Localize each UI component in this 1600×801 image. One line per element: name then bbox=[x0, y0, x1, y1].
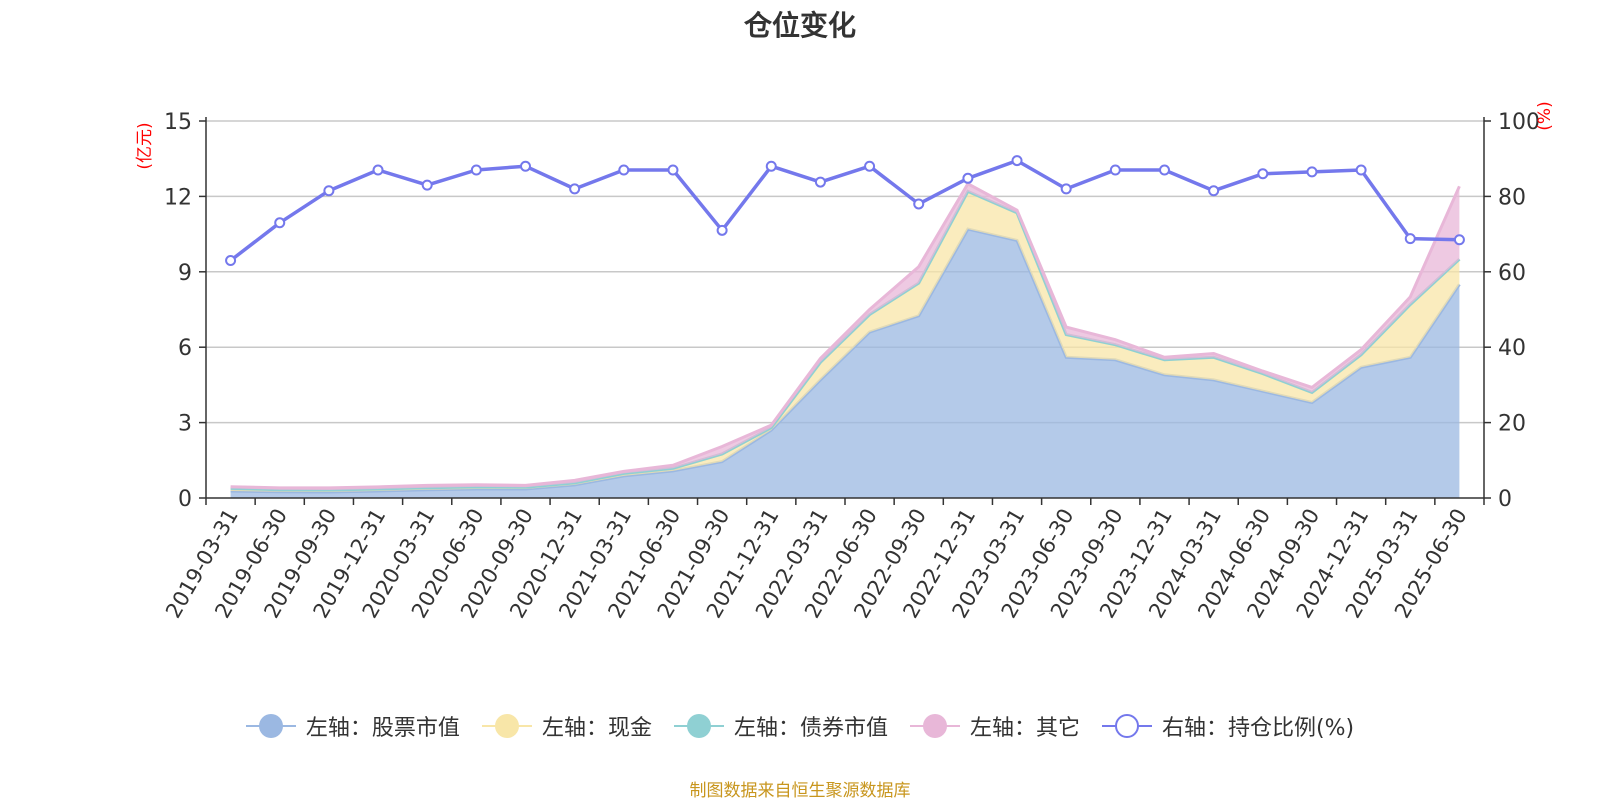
legend-item-other[interactable]: 左轴：其它 bbox=[909, 710, 1080, 742]
right-tick-label: 80 bbox=[1498, 185, 1526, 210]
chart-title: 仓位变化 bbox=[743, 9, 856, 42]
ratio-point[interactable] bbox=[962, 172, 974, 184]
ratio-point[interactable] bbox=[667, 164, 679, 176]
legend-swatch-icon bbox=[245, 713, 296, 739]
legend-swatch-icon bbox=[481, 713, 532, 739]
ratio-point[interactable] bbox=[1060, 183, 1072, 195]
ratio-point[interactable] bbox=[1011, 155, 1023, 167]
ratio-point[interactable] bbox=[1355, 164, 1367, 176]
ratio-point[interactable] bbox=[569, 183, 581, 195]
ratio-point[interactable] bbox=[1404, 233, 1416, 245]
ratio-point[interactable] bbox=[1109, 164, 1121, 176]
left-tick-label: 12 bbox=[164, 185, 192, 210]
ratio-point[interactable] bbox=[1257, 168, 1269, 180]
right-axis-unit-label: (%) bbox=[1535, 101, 1555, 130]
ratio-point[interactable] bbox=[274, 217, 286, 229]
legend-item-bond[interactable]: 左轴：债券市值 bbox=[673, 710, 888, 742]
ratio-point[interactable] bbox=[520, 160, 531, 172]
ratio-point[interactable] bbox=[716, 224, 728, 236]
area-top-line bbox=[230, 181, 1461, 490]
left-axis-unit-label: (亿元) bbox=[135, 122, 155, 169]
right-tick-label: 100 bbox=[1498, 110, 1540, 135]
legend-label: 左轴：股票市值 bbox=[305, 716, 460, 741]
area-fill bbox=[230, 229, 1460, 498]
left-tick-label: 0 bbox=[178, 487, 192, 512]
ratio-point[interactable] bbox=[864, 160, 876, 172]
area-fill bbox=[230, 191, 1460, 492]
legend-item-cash[interactable]: 左轴：现金 bbox=[481, 710, 652, 742]
legend-item-ratio[interactable]: 右轴：持仓比例(%) bbox=[1101, 710, 1355, 742]
left-tick-label: 6 bbox=[178, 336, 192, 361]
ratio-point[interactable] bbox=[225, 254, 237, 266]
right-tick-label: 40 bbox=[1498, 336, 1526, 361]
left-tick-label: 9 bbox=[178, 261, 192, 286]
ratio-point[interactable] bbox=[323, 185, 335, 197]
ratio-point[interactable] bbox=[372, 164, 384, 176]
ratio-point[interactable] bbox=[765, 160, 777, 172]
left-tick-label: 3 bbox=[178, 412, 192, 437]
ratio-point[interactable] bbox=[618, 164, 630, 176]
legend-item-stock[interactable]: 左轴：股票市值 bbox=[245, 710, 460, 742]
source-note: 制图数据来自恒生聚源数据库 bbox=[689, 781, 911, 801]
ratio-point[interactable] bbox=[421, 179, 433, 191]
right-tick-label: 0 bbox=[1498, 487, 1512, 512]
ratio-point[interactable] bbox=[1159, 164, 1170, 176]
ratio-point[interactable] bbox=[814, 176, 826, 188]
right-tick-label: 60 bbox=[1498, 261, 1526, 286]
ratio-point[interactable] bbox=[1306, 166, 1318, 178]
ratio-point[interactable] bbox=[1453, 234, 1465, 246]
legend-swatch-icon bbox=[673, 713, 724, 739]
ratio-point[interactable] bbox=[913, 198, 925, 210]
ratio-point[interactable] bbox=[1208, 185, 1220, 197]
legend-swatch-icon bbox=[909, 713, 960, 739]
legend: 左轴：股票市值 左轴：现金 左轴：债券市值 左轴：其它 右轴：持仓比例(%) bbox=[0, 710, 1600, 742]
right-tick-label: 20 bbox=[1498, 412, 1526, 437]
left-tick-label: 15 bbox=[164, 110, 192, 135]
area-series-layer bbox=[230, 181, 1461, 498]
ratio-line bbox=[229, 158, 1460, 262]
legend-label: 左轴：其它 bbox=[969, 716, 1080, 741]
ratio-line-layer bbox=[225, 155, 1465, 266]
area-fill bbox=[230, 183, 1460, 491]
legend-label: 右轴：持仓比例(%) bbox=[1161, 716, 1355, 741]
legend-swatch-icon bbox=[1101, 713, 1152, 739]
ratio-point[interactable] bbox=[470, 164, 482, 176]
legend-label: 左轴：债券市值 bbox=[733, 716, 888, 741]
legend-label: 左轴：现金 bbox=[541, 716, 652, 741]
